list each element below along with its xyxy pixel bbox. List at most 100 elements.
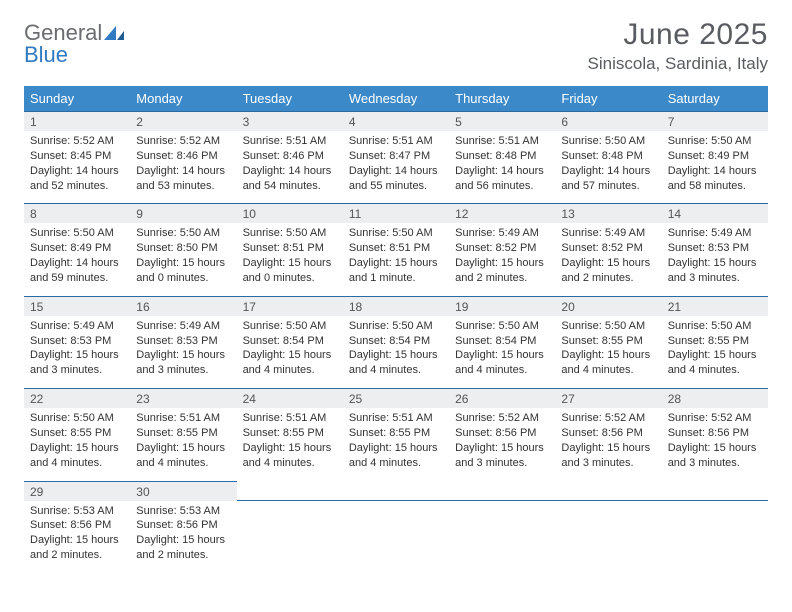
calendar-page: General Blue June 2025 Siniscola, Sardin… <box>0 0 792 591</box>
day-number-cell: 23 <box>130 389 236 409</box>
daylight-text-2: and 55 minutes. <box>349 179 443 194</box>
dayhead-wed: Wednesday <box>343 86 449 112</box>
day-content-cell: Sunrise: 5:50 AMSunset: 8:55 PMDaylight:… <box>662 316 768 389</box>
day-content-cell: Sunrise: 5:49 AMSunset: 8:53 PMDaylight:… <box>662 223 768 296</box>
dayhead-tue: Tuesday <box>237 86 343 112</box>
day-content-cell: Sunrise: 5:50 AMSunset: 8:55 PMDaylight:… <box>555 316 661 389</box>
sunrise-text: Sunrise: 5:50 AM <box>561 319 655 334</box>
daylight-text-2: and 52 minutes. <box>30 179 124 194</box>
sunrise-text: Sunrise: 5:52 AM <box>455 411 549 426</box>
content-row: Sunrise: 5:50 AMSunset: 8:49 PMDaylight:… <box>24 223 768 296</box>
daylight-text-1: Daylight: 15 hours <box>30 533 124 548</box>
daylight-text-2: and 3 minutes. <box>561 456 655 471</box>
day-content-cell <box>662 501 768 573</box>
daylight-text-1: Daylight: 15 hours <box>668 348 762 363</box>
daylight-text-1: Daylight: 15 hours <box>30 348 124 363</box>
sunrise-text: Sunrise: 5:51 AM <box>243 411 337 426</box>
day-number-cell: 8 <box>24 204 130 224</box>
sunset-text: Sunset: 8:52 PM <box>455 241 549 256</box>
sunrise-text: Sunrise: 5:50 AM <box>561 134 655 149</box>
calendar-table: Sunday Monday Tuesday Wednesday Thursday… <box>24 86 768 573</box>
dayhead-sat: Saturday <box>662 86 768 112</box>
logo-text-block: General Blue <box>24 22 124 66</box>
daylight-text-1: Daylight: 14 hours <box>349 164 443 179</box>
daylight-text-1: Daylight: 15 hours <box>561 441 655 456</box>
day-number-cell: 20 <box>555 296 661 316</box>
day-content-cell: Sunrise: 5:49 AMSunset: 8:52 PMDaylight:… <box>555 223 661 296</box>
day-number-cell: 30 <box>130 481 236 501</box>
dayhead-sun: Sunday <box>24 86 130 112</box>
sunset-text: Sunset: 8:56 PM <box>455 426 549 441</box>
sunrise-text: Sunrise: 5:50 AM <box>668 319 762 334</box>
daylight-text-2: and 57 minutes. <box>561 179 655 194</box>
sunset-text: Sunset: 8:56 PM <box>30 518 124 533</box>
sunrise-text: Sunrise: 5:50 AM <box>243 319 337 334</box>
day-number-cell: 16 <box>130 296 236 316</box>
sunrise-text: Sunrise: 5:51 AM <box>243 134 337 149</box>
daylight-text-2: and 1 minute. <box>349 271 443 286</box>
sunrise-text: Sunrise: 5:50 AM <box>30 226 124 241</box>
daylight-text-2: and 4 minutes. <box>243 363 337 378</box>
sunrise-text: Sunrise: 5:52 AM <box>136 134 230 149</box>
daylight-text-1: Daylight: 15 hours <box>243 441 337 456</box>
day-content-cell <box>343 501 449 573</box>
daylight-text-1: Daylight: 15 hours <box>455 256 549 271</box>
day-content-cell: Sunrise: 5:50 AMSunset: 8:54 PMDaylight:… <box>343 316 449 389</box>
dayhead-thu: Thursday <box>449 86 555 112</box>
sunset-text: Sunset: 8:50 PM <box>136 241 230 256</box>
day-number-cell <box>343 481 449 501</box>
day-number-cell: 21 <box>662 296 768 316</box>
day-content-cell: Sunrise: 5:52 AMSunset: 8:46 PMDaylight:… <box>130 131 236 204</box>
daylight-text-2: and 4 minutes. <box>561 363 655 378</box>
day-content-cell: Sunrise: 5:53 AMSunset: 8:56 PMDaylight:… <box>24 501 130 573</box>
day-content-cell: Sunrise: 5:50 AMSunset: 8:49 PMDaylight:… <box>24 223 130 296</box>
day-number-cell: 4 <box>343 112 449 132</box>
content-row: Sunrise: 5:49 AM Sunset: 8:53 PM Daylight:… <box>24 316 768 389</box>
daynum-row: 2930 <box>24 481 768 501</box>
day-number-cell: 27 <box>555 389 661 409</box>
daylight-text-1: Daylight: 14 hours <box>30 256 124 271</box>
location-text: Siniscola, Sardinia, Italy <box>588 54 768 74</box>
day-content-cell: Sunrise: 5:50 AMSunset: 8:49 PMDaylight:… <box>662 131 768 204</box>
daynum-row: 1234567 <box>24 112 768 132</box>
daynum-row: 15161718192021 <box>24 296 768 316</box>
day-content-cell: Sunrise: 5:51 AMSunset: 8:48 PMDaylight:… <box>449 131 555 204</box>
daylight-text-2: and 4 minutes. <box>136 456 230 471</box>
sunrise-text: Sunrise: 5:52 AM <box>561 411 655 426</box>
daylight-text-1: Daylight: 14 hours <box>455 164 549 179</box>
sunset-text: Sunset: 8:56 PM <box>668 426 762 441</box>
day-number-cell: 19 <box>449 296 555 316</box>
daylight-text-1: Daylight: 15 hours <box>561 256 655 271</box>
logo-text: General Blue <box>24 22 124 66</box>
day-content-cell <box>237 501 343 573</box>
sunset-text: Sunset: 8:46 PM <box>243 149 337 164</box>
sunset-text: Sunset: 8:53 PM <box>136 334 230 349</box>
sunrise-text: Sunrise: 5:49 AM <box>30 319 124 334</box>
sunset-text: Sunset: 8:55 PM <box>30 426 124 441</box>
day-content-cell: Sunrise: 5:50 AMSunset: 8:51 PMDaylight:… <box>237 223 343 296</box>
sunset-text: Sunset: 8:54 PM <box>243 334 337 349</box>
daylight-text-2: and 0 minutes. <box>243 271 337 286</box>
page-header: General Blue June 2025 Siniscola, Sardin… <box>24 18 768 74</box>
daylight-text-2: and 2 minutes. <box>455 271 549 286</box>
day-content-cell: Sunrise: 5:51 AMSunset: 8:55 PMDaylight:… <box>237 408 343 481</box>
sunrise-text: Sunrise: 5:49 AM <box>668 226 762 241</box>
day-number-cell <box>237 481 343 501</box>
day-number-cell: 7 <box>662 112 768 132</box>
sunrise-text: Sunrise: 5:50 AM <box>136 226 230 241</box>
day-content-cell: Sunrise: 5:52 AMSunset: 8:56 PMDaylight:… <box>449 408 555 481</box>
daylight-text-2: and 4 minutes. <box>349 363 443 378</box>
daylight-text-2: and 58 minutes. <box>668 179 762 194</box>
day-number-cell: 10 <box>237 204 343 224</box>
day-number-cell: 13 <box>555 204 661 224</box>
daylight-text-1: Daylight: 15 hours <box>349 441 443 456</box>
sunset-text: Sunset: 8:49 PM <box>668 149 762 164</box>
daylight-text-2: and 56 minutes. <box>455 179 549 194</box>
daylight-text-1: Daylight: 15 hours <box>561 348 655 363</box>
day-content-cell: Sunrise: 5:50 AMSunset: 8:54 PMDaylight:… <box>237 316 343 389</box>
day-number-cell: 12 <box>449 204 555 224</box>
sunset-text: Sunset: 8:55 PM <box>561 334 655 349</box>
daylight-text-2: and 4 minutes. <box>668 363 762 378</box>
day-number-cell: 18 <box>343 296 449 316</box>
day-number-cell: 26 <box>449 389 555 409</box>
